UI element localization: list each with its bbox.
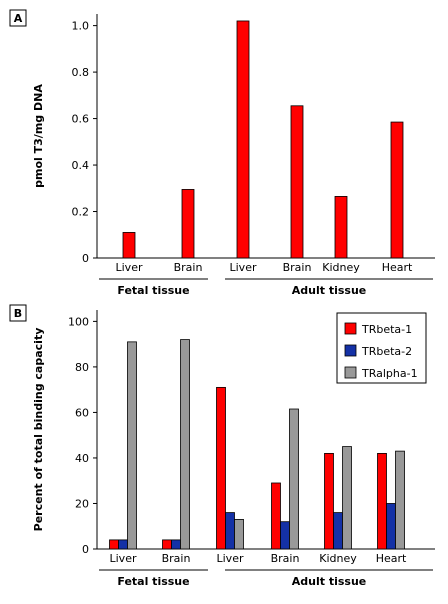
y-tick-label: 0.6 [72,113,90,126]
bar-trbeta-1 [377,452,387,550]
panel-a: A 0 0.2 0.4 0.6 0.8 1.0 pmol T3/mg DNA Liver Brai… [9,9,435,297]
bar-value [290,105,304,259]
y-tick-label: 20 [75,497,89,510]
y-axis-label: pmol T3/mg DNA [32,84,45,188]
bar-tralpha-1 [127,341,137,550]
x-tick-label: Liver [217,552,244,565]
bar-value [122,232,136,259]
bar-trbeta-1 [162,539,172,550]
x-tick-label: Heart [382,261,413,274]
y-tick-label: 100 [68,315,89,328]
x-tick-label: Brain [283,261,312,274]
bar-tralpha-1 [342,446,352,550]
legend-entry: TRbeta-1 [361,323,412,336]
legend-entry: TRalpha-1 [361,367,418,380]
x-tick-label: Brain [162,552,191,565]
bar-trbeta-2 [333,512,343,550]
y-tick-label: 60 [75,406,89,419]
x-tick-label: Liver [110,552,137,565]
bar-tralpha-1 [395,450,405,550]
bar-tralpha-1 [180,339,190,550]
bar-trbeta-2 [386,503,396,550]
legend-entry: TRbeta-2 [361,345,412,358]
group-label: Adult tissue [292,284,367,297]
bar-trbeta-2 [171,539,181,550]
y-tick-label: 1.0 [72,20,90,33]
y-tick-label: 0 [82,543,89,556]
bar-trbeta-1 [324,452,334,550]
y-tick-label: 0.2 [72,206,90,219]
bar-tralpha-1 [234,519,244,550]
bar-trbeta-1 [216,386,226,550]
y-axis-label: Percent of total binding capacity [32,328,45,532]
legend: TRbeta-1 TRbeta-2 TRalpha-1 [336,312,427,384]
x-tick-label: Brain [174,261,203,274]
x-tick-label: Kidney [319,552,357,565]
bar-tralpha-1 [289,408,299,550]
y-tick-label: 0.4 [72,159,90,172]
group-label: Fetal tissue [117,575,189,588]
group-label: Adult tissue [292,575,367,588]
y-tick-label: 40 [75,452,89,465]
legend-swatch [344,322,357,335]
x-tick-label: Kidney [322,261,360,274]
bar-trbeta-2 [225,512,235,550]
x-tick-label: Liver [116,261,143,274]
legend-swatch [344,344,357,357]
legend-swatch [344,366,357,379]
y-tick-label: 0 [82,252,89,265]
y-tick-label: 80 [75,361,89,374]
panel-label-box [9,9,27,27]
bar-trbeta-2 [118,539,128,550]
bar-trbeta-1 [271,482,281,550]
x-tick-label: Liver [230,261,257,274]
bar-value [181,189,195,259]
y-tick-label: 0.8 [72,66,90,79]
panel-label: A [14,12,23,25]
bar-trbeta-2 [280,521,290,550]
bar-value [334,196,348,259]
x-tick-label: Brain [271,552,300,565]
x-tick-label: Heart [376,552,407,565]
panel-label: B [14,307,22,320]
bar-value [236,20,250,259]
bar-value [390,121,404,259]
panel-label-box [9,304,27,322]
panel-b: B 0 20 40 60 80 100 Percent of total binding ca… [9,304,435,588]
bar-trbeta-1 [109,539,119,550]
group-label: Fetal tissue [117,284,189,297]
